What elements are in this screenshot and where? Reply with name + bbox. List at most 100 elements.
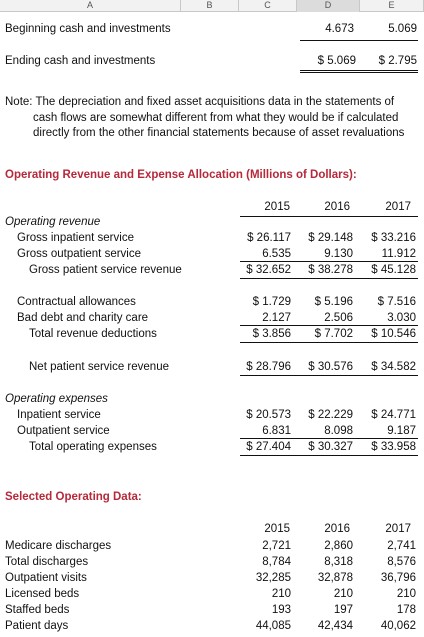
cell-value: 210: [333, 588, 353, 600]
double-underline-bottom: [300, 72, 418, 73]
column-header-c[interactable]: C: [239, 0, 297, 12]
cell-value: $ 30.327: [308, 441, 353, 453]
row-label: Gross inpatient service: [17, 232, 134, 244]
cell-value: $ 7.702: [314, 328, 353, 340]
cell-value: 32,878: [317, 572, 353, 584]
row-label: Total operating expenses: [29, 441, 157, 453]
beginning-cash-2017: 5.069: [388, 23, 417, 35]
cell-value: 42,434: [317, 620, 353, 632]
cell-value: 8.098: [324, 425, 353, 437]
cell-value: 36,796: [380, 572, 416, 584]
row-label: Total discharges: [5, 556, 89, 568]
ending-cash-label: Ending cash and investments: [5, 55, 156, 67]
cell-value: $ 32.652: [246, 264, 291, 276]
cell-value: $ 30.576: [308, 361, 353, 373]
column-header-e[interactable]: E: [360, 0, 424, 12]
cell-value: 9.187: [387, 425, 416, 437]
subtotal-underline: [240, 261, 418, 262]
column-header-d[interactable]: D: [297, 0, 360, 12]
cell-value: $ 1.729: [252, 296, 291, 308]
operating-year-2017: 2017: [385, 523, 411, 535]
cell-value: 8,784: [262, 556, 291, 568]
allocation-year-2016: 2016: [324, 201, 350, 213]
row-label: Outpatient service: [17, 425, 110, 437]
cell-value: 6.831: [262, 425, 291, 437]
column-header-b[interactable]: B: [181, 0, 239, 12]
cell-value: 2.506: [324, 312, 353, 324]
note-line-2: cash flows are somewhat different from w…: [33, 112, 399, 124]
beginning-cash-2016: 4.673: [325, 23, 354, 35]
ending-cash-2016: $ 5.069: [317, 55, 356, 67]
cell-value: $ 5.196: [314, 296, 353, 308]
cell-value: 210: [271, 588, 291, 600]
cell-value: 2.127: [262, 312, 291, 324]
cell-value: 9.130: [324, 248, 353, 260]
cell-value: 210: [396, 588, 416, 600]
cell-value: $ 22.229: [308, 409, 353, 421]
cell-value: 3.030: [387, 312, 416, 324]
total-underline: [240, 278, 418, 279]
cell-value: $ 7.516: [377, 296, 416, 308]
allocation-year-2017: 2017: [385, 201, 411, 213]
row-label: Total revenue deductions: [29, 328, 157, 340]
net-revenue-label: Net patient service revenue: [29, 361, 169, 373]
row-label: Contractual allowances: [17, 296, 136, 308]
subtotal-underline: [240, 438, 418, 439]
row-label: Outpatient visits: [5, 572, 87, 584]
revenue-header: Operating revenue: [5, 216, 101, 228]
cell-value: $ 29.148: [308, 232, 353, 244]
row-label: Staffed beds: [5, 604, 70, 616]
row-label: Patient days: [5, 620, 69, 632]
cell-value: 8,576: [387, 556, 416, 568]
cell-value: $ 27.404: [246, 441, 291, 453]
cell-value: $ 45.128: [371, 264, 416, 276]
row-label: Medicare discharges: [5, 540, 112, 552]
cell-value: $ 26.117: [247, 232, 291, 244]
column-header-bar: A B C D E: [0, 0, 424, 12]
cell-value: $ 10.546: [371, 328, 416, 340]
cell-value: 2,860: [324, 540, 353, 552]
row-label: Licensed beds: [5, 588, 80, 600]
cell-value: 6.535: [262, 248, 291, 260]
row-label: Bad debt and charity care: [17, 312, 149, 324]
cell-value: $ 28.796: [246, 361, 291, 373]
subtotal-underline: [240, 325, 418, 326]
row-label: Gross patient service revenue: [29, 264, 182, 276]
cell-value: 2,721: [262, 540, 291, 552]
operating-year-2016: 2016: [324, 523, 350, 535]
total-underline: [240, 455, 418, 456]
total-underline: [240, 375, 418, 376]
cell-value: 40,062: [380, 620, 416, 632]
note-line-1: Note: The depreciation and fixed asset a…: [5, 96, 395, 108]
cell-value: $ 34.582: [371, 361, 416, 373]
operating-data-title: Selected Operating Data:: [5, 491, 142, 503]
ending-cash-2017: $ 2.795: [378, 55, 417, 67]
cell-value: 44,085: [255, 620, 291, 632]
cell-value: 32,285: [255, 572, 291, 584]
year-header-underline: [240, 216, 418, 217]
beginning-cash-label: Beginning cash and investments: [5, 23, 171, 35]
allocation-title: Operating Revenue and Expense Allocation…: [5, 169, 357, 181]
cell-value: 178: [396, 604, 416, 616]
cell-value: $ 33.958: [371, 441, 416, 453]
row-label: Inpatient service: [17, 409, 101, 421]
underline: [300, 40, 418, 41]
column-header-a[interactable]: A: [0, 0, 181, 12]
row-label: Gross outpatient service: [17, 248, 142, 260]
cell-value: $ 33.216: [371, 232, 416, 244]
cell-value: $ 24.771: [371, 409, 416, 421]
allocation-year-2015: 2015: [264, 201, 290, 213]
cell-value: 8,318: [324, 556, 353, 568]
double-underline-top: [300, 70, 418, 71]
cell-value: 193: [271, 604, 291, 616]
cell-value: $ 3.856: [252, 328, 291, 340]
total-underline: [240, 342, 418, 343]
cell-value: 11.912: [381, 248, 416, 260]
operating-year-2015: 2015: [264, 523, 290, 535]
cell-value: $ 20.573: [246, 409, 291, 421]
cell-value: $ 38.278: [308, 264, 353, 276]
note-line-3: directly from the other financial statem…: [33, 127, 405, 139]
cell-value: 197: [333, 604, 353, 616]
cell-value: 2,741: [387, 540, 416, 552]
expense-header: Operating expenses: [5, 393, 108, 405]
